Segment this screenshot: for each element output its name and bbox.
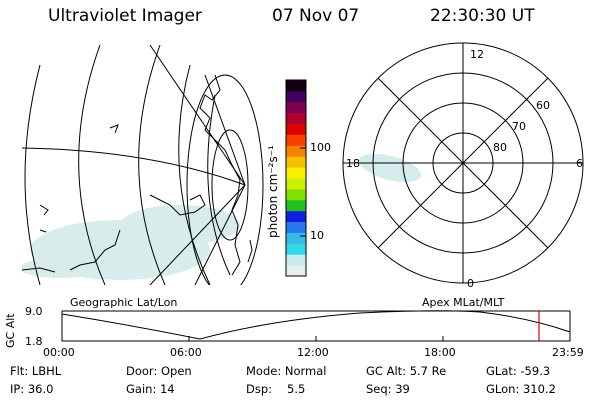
dsp-value: 5.5 [287, 382, 306, 396]
meridian-line [138, 45, 166, 285]
time-label: 22:30:30 UT [430, 6, 535, 26]
timeline-xtick: 06:00 [170, 346, 202, 359]
mlt-label-18: 18 [346, 157, 360, 170]
lat-label-70: 70 [512, 120, 526, 133]
colorbar-segment [286, 265, 306, 277]
latitude-line [204, 74, 246, 186]
latitude-ring [211, 129, 249, 241]
colorbar-segment [286, 188, 306, 201]
door-info: Door: Open [126, 364, 192, 378]
colorbar-frame [285, 79, 307, 277]
dsp-label: Dsp: [246, 382, 273, 396]
meridian-line [24, 64, 41, 285]
glat-info: GLat: -59.3 [486, 364, 551, 378]
timeline-left-title: Geographic Lat/Lon [70, 296, 178, 309]
timeline-yaxis-label: GC Alt [4, 313, 17, 348]
colorbar-segment [286, 101, 306, 114]
colorbar-segment [286, 90, 306, 103]
map-emission-area [22, 205, 240, 280]
ip-info: IP: 36.0 [10, 382, 54, 396]
lat-label-60: 60 [536, 99, 550, 112]
colorbar-unit-label: photon cm⁻²s⁻¹ [266, 145, 280, 238]
latitude-line [149, 184, 246, 285]
latitude-line [22, 147, 246, 186]
colorbar-tick-100: 100 [310, 141, 331, 154]
polar-emission [358, 153, 422, 183]
colorbar-segment [286, 221, 306, 233]
colorbar-segment [286, 134, 306, 146]
timeline-xtick: 12:00 [297, 346, 329, 359]
mlt-label-6: 6 [576, 157, 583, 170]
timeline-ytick-bottom: 1.8 [25, 335, 43, 348]
seq-info: Seq: 39 [366, 382, 410, 396]
geographic-map [22, 45, 264, 285]
colorbar-segment [286, 80, 306, 92]
date-label: 07 Nov 07 [272, 6, 360, 26]
latitude-line [194, 184, 246, 285]
gain-info: Gain: 14 [126, 382, 175, 396]
mode-info: Mode: Normal [246, 364, 327, 378]
lat-label-80: 80 [493, 141, 507, 154]
coastline [22, 74, 253, 276]
timeline-right-title: Apex MLat/MLT [422, 296, 505, 309]
colorbar-segment [286, 254, 306, 266]
colorbar-segment [286, 145, 306, 157]
filter-info: Flt: LBHL [10, 364, 62, 378]
latitude-ring [186, 74, 264, 285]
colorbar-segment [286, 123, 306, 135]
colorbar-segment [286, 156, 306, 168]
colorbar-segment [286, 243, 306, 255]
mlt-label-0: 0 [467, 277, 474, 290]
mlt-label-12: 12 [470, 48, 484, 61]
latitude-line [149, 45, 246, 186]
colorbar-tick-10: 10 [310, 229, 324, 242]
polar-axis-diagonal [377, 77, 549, 249]
glon-info: GLon: 310.2 [486, 382, 556, 396]
timeline-ytick-top: 9.0 [25, 305, 43, 318]
colorbar-segment [286, 167, 306, 179]
timeline-plot [61, 310, 571, 342]
colorbar-segment [286, 232, 306, 244]
meridian-line [178, 64, 211, 285]
colorbar [286, 80, 306, 277]
colorbar-segment [286, 112, 306, 125]
colorbar-segment [286, 178, 306, 190]
altitude-curve [61, 310, 571, 340]
timeline-xtick: 23:59 [552, 346, 584, 359]
colorbar-segment [286, 210, 306, 223]
polar-plot [342, 42, 584, 284]
colorbar-segment [286, 199, 306, 212]
meridian-line [78, 45, 106, 285]
gc-alt-info: GC Alt: 5.7 Re [366, 364, 447, 378]
timeline-xtick: 00:00 [43, 346, 75, 359]
timeline-xtick: 18:00 [424, 346, 456, 359]
meridian-line [207, 94, 231, 276]
instrument-title: Ultraviolet Imager [48, 6, 202, 26]
